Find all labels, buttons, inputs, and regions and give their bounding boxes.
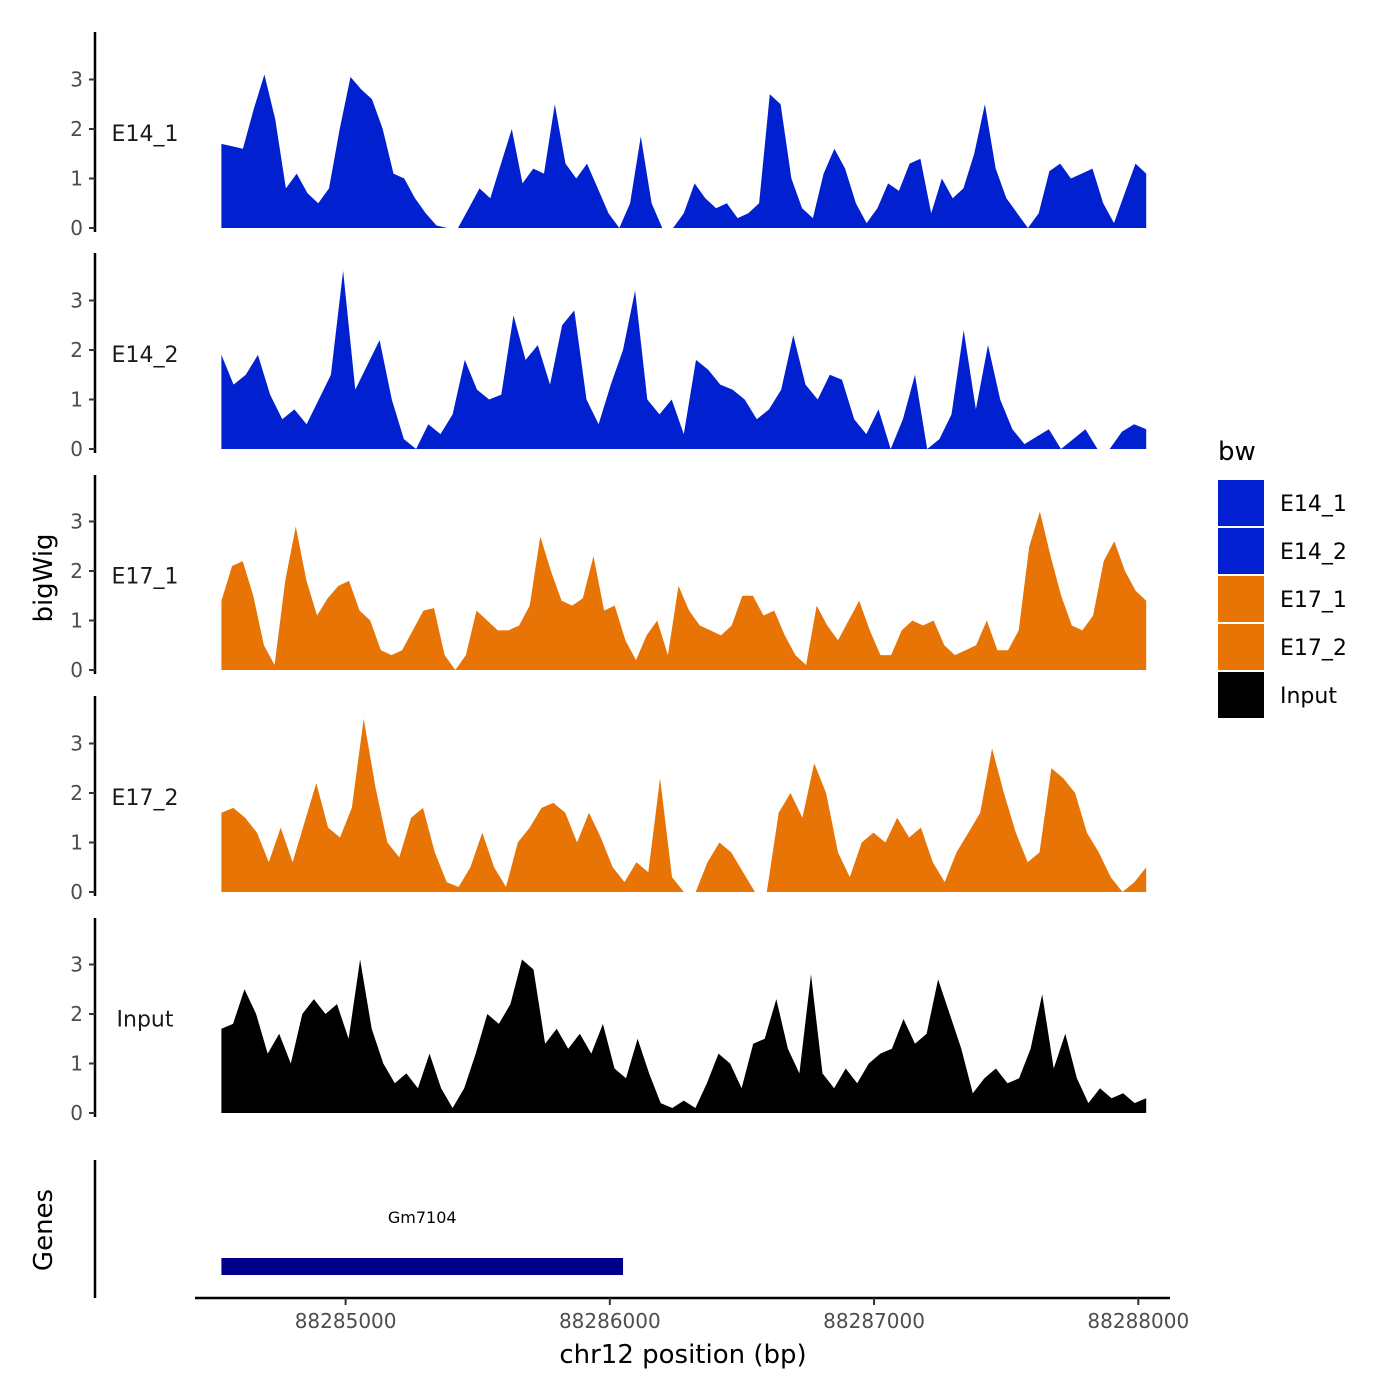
track-label: E14_1 <box>112 122 179 147</box>
track-label: E17_2 <box>112 786 179 811</box>
y-tick-label: 1 <box>70 831 83 855</box>
y-axis-title-bigwig: bigWig <box>29 533 59 622</box>
y-tick-label: 1 <box>70 609 83 633</box>
y-tick-label: 2 <box>70 338 83 362</box>
y-tick-label: 3 <box>70 289 83 313</box>
track-panel-e14-2: 0 1 2 3 E14_2 <box>70 253 1147 461</box>
coverage-area-e17-2 <box>221 718 1147 892</box>
y-tick-label: 2 <box>70 559 83 583</box>
y-tick-label: 1 <box>70 1052 83 1076</box>
legend-swatch <box>1218 624 1264 670</box>
x-axis-title: chr12 position (bp) <box>559 1340 806 1370</box>
gene-body-bar <box>221 1258 624 1275</box>
legend-label: E14_2 <box>1280 540 1347 565</box>
y-tick-label: 0 <box>70 437 83 461</box>
legend-title: bw <box>1218 437 1256 467</box>
legend-label: E17_2 <box>1280 636 1347 661</box>
track-panel-input: 0 1 2 3 Input <box>70 918 1147 1125</box>
y-tick-label: 2 <box>70 117 83 141</box>
y-tick-label: 0 <box>70 1101 83 1125</box>
legend-swatch <box>1218 672 1264 718</box>
legend-label: E14_1 <box>1280 492 1347 517</box>
legend-swatch <box>1218 480 1264 526</box>
coverage-area-input <box>221 959 1147 1113</box>
track-label: E14_2 <box>112 343 179 368</box>
y-tick-label: 3 <box>70 732 83 756</box>
y-tick-label: 2 <box>70 1002 83 1026</box>
coverage-area-e17-1 <box>221 511 1147 670</box>
x-tick-label: 88285000 <box>295 1309 397 1333</box>
y-tick-label: 1 <box>70 167 83 191</box>
x-axis: 88285000 88286000 88287000 88288000 <box>195 1296 1189 1333</box>
y-tick-label: 1 <box>70 388 83 412</box>
legend-label: E17_1 <box>1280 588 1347 613</box>
legend-swatch <box>1218 576 1264 622</box>
coverage-area-e14-2 <box>221 270 1147 449</box>
x-tick-label: 88286000 <box>559 1309 661 1333</box>
track-panel-e14-1: 0 1 2 3 E14_1 <box>70 32 1147 240</box>
legend: bw E14_1 E14_2 E17_1 E17_2 Input <box>1218 437 1347 718</box>
x-tick-label: 88287000 <box>823 1309 925 1333</box>
x-tick-label: 88288000 <box>1087 1309 1189 1333</box>
track-panel-e17-1: 0 1 2 3 E17_1 <box>70 475 1147 682</box>
track-label: Input <box>117 1008 174 1033</box>
y-tick-label: 3 <box>70 953 83 977</box>
y-tick-label: 0 <box>70 880 83 904</box>
track-label: E17_1 <box>112 565 179 590</box>
y-tick-label: 3 <box>70 68 83 92</box>
track-panel-e17-2: 0 1 2 3 E17_2 <box>70 696 1147 904</box>
legend-swatch <box>1218 528 1264 574</box>
tracks-layer: 0 1 2 3 E14_1 0 1 2 3 E14_2 0 1 2 3 E17_1 0 1 2 3 E17_2 0 1 2 3… <box>70 32 1147 1125</box>
legend-label: Input <box>1280 684 1337 709</box>
genes-layer: Gm7104 <box>93 1160 624 1298</box>
y-tick-label: 0 <box>70 216 83 240</box>
y-tick-label: 0 <box>70 658 83 682</box>
y-tick-label: 2 <box>70 781 83 805</box>
y-tick-label: 3 <box>70 510 83 534</box>
coverage-area-e14-1 <box>221 74 1147 228</box>
y-axis-title-genes: Genes <box>29 1189 59 1271</box>
gene-label: Gm7104 <box>388 1208 457 1227</box>
